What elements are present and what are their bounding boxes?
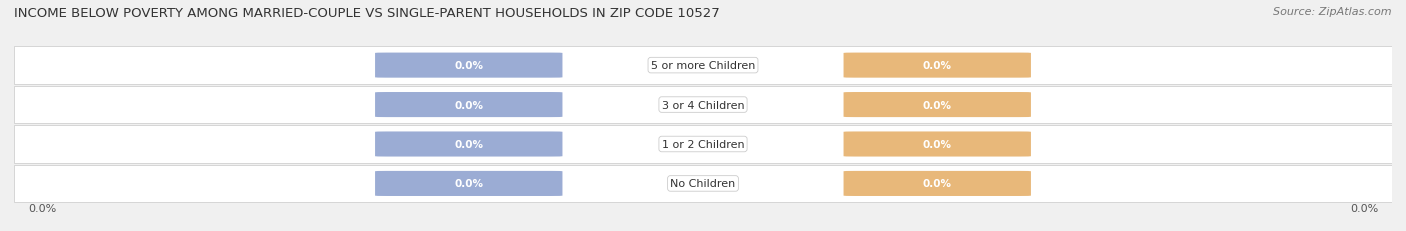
Text: 0.0%: 0.0%: [1350, 203, 1378, 213]
FancyBboxPatch shape: [14, 125, 1392, 163]
FancyBboxPatch shape: [844, 132, 1031, 157]
FancyBboxPatch shape: [14, 86, 1392, 124]
Text: 3 or 4 Children: 3 or 4 Children: [662, 100, 744, 110]
Text: INCOME BELOW POVERTY AMONG MARRIED-COUPLE VS SINGLE-PARENT HOUSEHOLDS IN ZIP COD: INCOME BELOW POVERTY AMONG MARRIED-COUPL…: [14, 7, 720, 20]
Text: 0.0%: 0.0%: [454, 100, 484, 110]
FancyBboxPatch shape: [375, 53, 562, 78]
FancyBboxPatch shape: [375, 171, 562, 196]
Text: 0.0%: 0.0%: [454, 179, 484, 189]
Text: 5 or more Children: 5 or more Children: [651, 61, 755, 71]
FancyBboxPatch shape: [844, 171, 1031, 196]
FancyBboxPatch shape: [844, 53, 1031, 78]
Text: 0.0%: 0.0%: [454, 61, 484, 71]
Text: 0.0%: 0.0%: [454, 139, 484, 149]
Text: No Children: No Children: [671, 179, 735, 189]
FancyBboxPatch shape: [14, 165, 1392, 203]
Text: 0.0%: 0.0%: [922, 61, 952, 71]
FancyBboxPatch shape: [375, 132, 562, 157]
FancyBboxPatch shape: [14, 47, 1392, 85]
Text: 0.0%: 0.0%: [922, 100, 952, 110]
FancyBboxPatch shape: [844, 93, 1031, 118]
Text: 0.0%: 0.0%: [28, 203, 56, 213]
Text: 1 or 2 Children: 1 or 2 Children: [662, 139, 744, 149]
Text: Source: ZipAtlas.com: Source: ZipAtlas.com: [1274, 7, 1392, 17]
FancyBboxPatch shape: [375, 93, 562, 118]
Text: 0.0%: 0.0%: [922, 139, 952, 149]
Text: 0.0%: 0.0%: [922, 179, 952, 189]
